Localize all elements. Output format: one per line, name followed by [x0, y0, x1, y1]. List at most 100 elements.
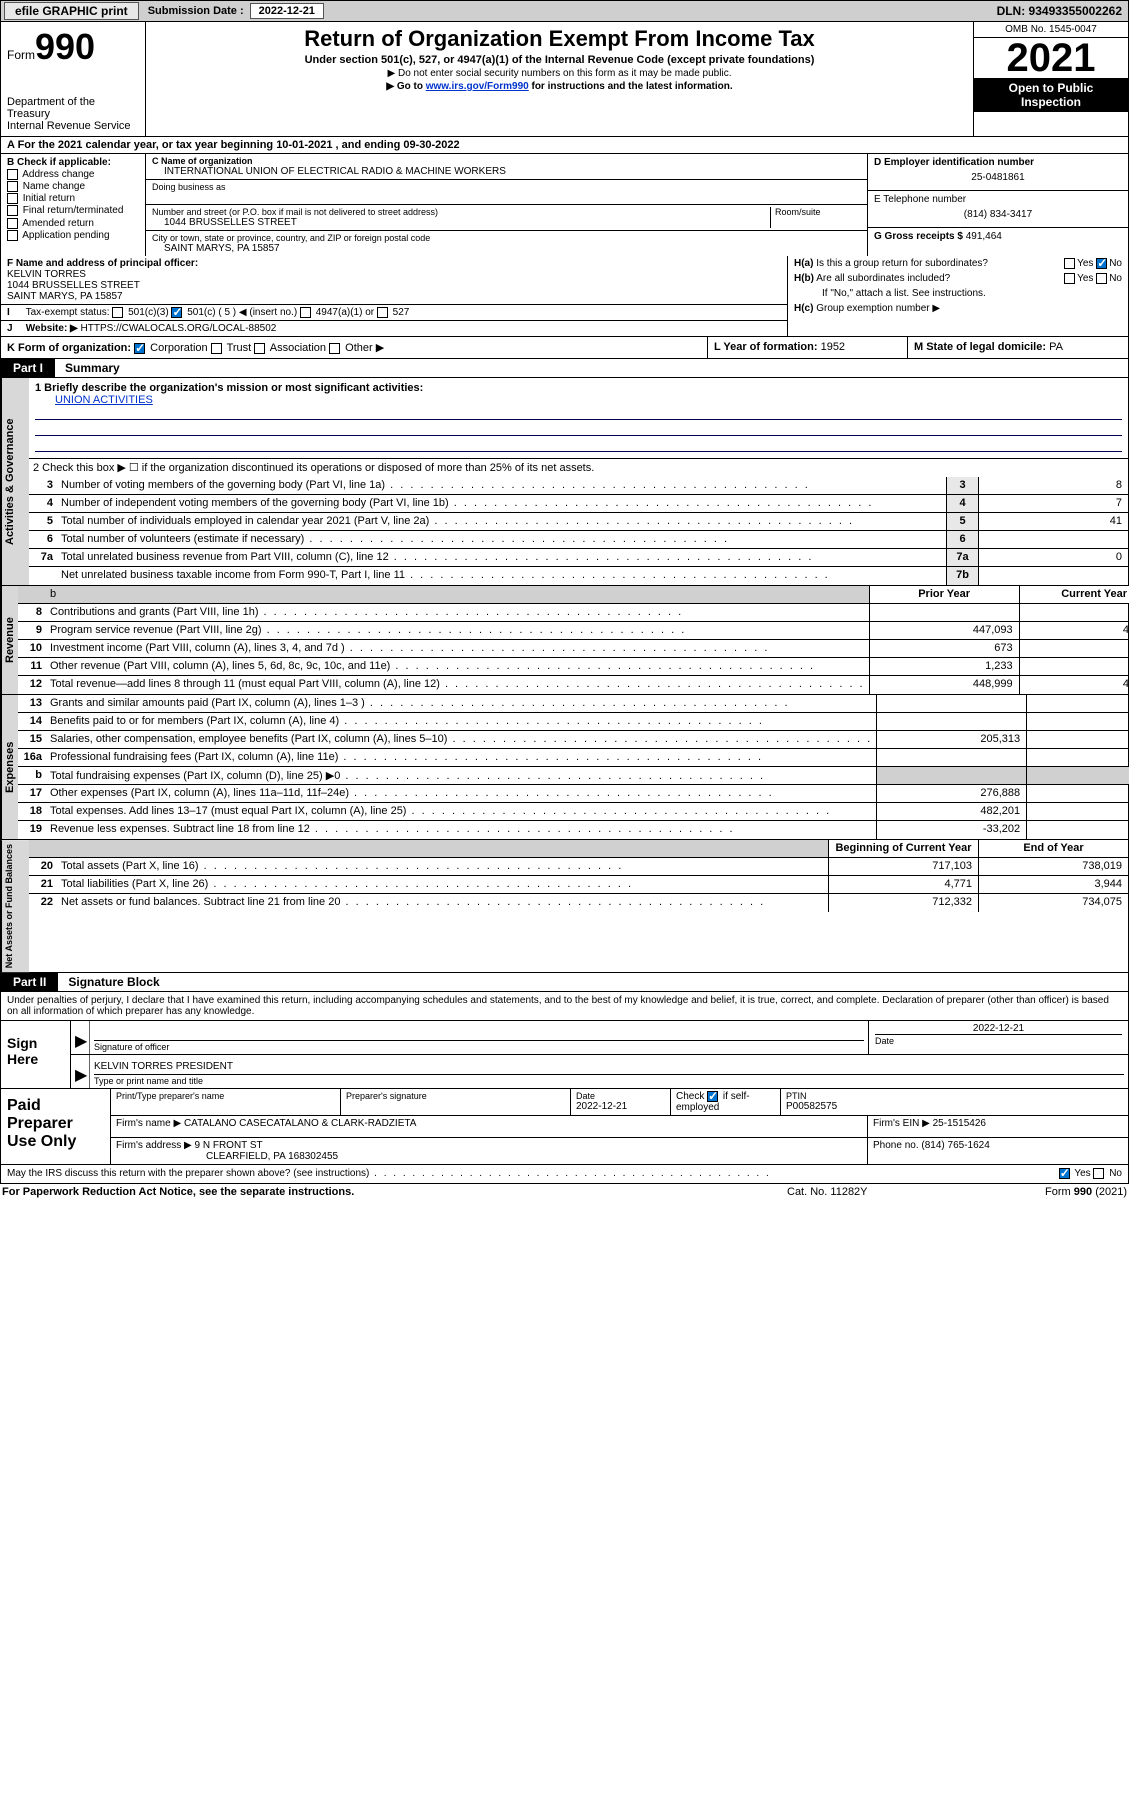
table-row: 16aProfessional fundraising fees (Part I…	[18, 749, 1129, 767]
discuss-no[interactable]	[1093, 1168, 1104, 1179]
chk-501c[interactable]	[171, 307, 182, 318]
table-row: 6Total number of volunteers (estimate if…	[29, 531, 1128, 549]
sig-name-value: KELVIN TORRES PRESIDENT	[94, 1057, 1124, 1075]
footer-mid: Cat. No. 11282Y	[787, 1186, 987, 1198]
ha-yes[interactable]	[1064, 258, 1075, 269]
ein-value: 25-0481861	[874, 168, 1122, 187]
table-row: 14Benefits paid to or for members (Part …	[18, 713, 1129, 731]
dln-number: DLN: 93493355002262	[997, 4, 1122, 18]
form-title: Return of Organization Exempt From Incom…	[152, 26, 967, 52]
table-row: 19Revenue less expenses. Subtract line 1…	[18, 821, 1129, 839]
section-governance: Activities & Governance 1 Briefly descri…	[0, 378, 1129, 586]
signature-intro: Under penalties of perjury, I declare th…	[0, 992, 1129, 1020]
firm-addr1: 9 N FRONT ST	[195, 1140, 263, 1151]
hb-yes[interactable]	[1064, 273, 1075, 284]
chk-initial-return[interactable]	[7, 193, 18, 204]
irs-link[interactable]: www.irs.gov/Form990	[426, 81, 529, 92]
chk-amended-return[interactable]	[7, 218, 18, 229]
sign-here-block: Sign Here ▶ Signature of officer 2022-12…	[0, 1020, 1129, 1089]
chk-application-pending[interactable]	[7, 230, 18, 241]
side-label-rev: Revenue	[1, 586, 18, 694]
form-number: 990	[35, 26, 95, 67]
table-row: 11Other revenue (Part VIII, column (A), …	[18, 658, 1129, 676]
submission-date: 2022-12-21	[250, 3, 324, 19]
chk-name-change[interactable]	[7, 181, 18, 192]
table-row: Net unrelated business taxable income fr…	[29, 567, 1128, 585]
table-row: 18Total expenses. Add lines 13–17 (must …	[18, 803, 1129, 821]
table-row: 15Salaries, other compensation, employee…	[18, 731, 1129, 749]
dba-label: Doing business as	[152, 182, 861, 192]
row-a-tax-year: A For the 2021 calendar year, or tax yea…	[0, 137, 1129, 154]
table-row: 4Number of independent voting members of…	[29, 495, 1128, 513]
row-ha: H(a) Is this a group return for subordin…	[788, 256, 1128, 271]
gross-receipts-value: 491,464	[966, 231, 1002, 242]
phone-value: (814) 834-3417	[874, 205, 1122, 224]
sign-here-label: Sign Here	[1, 1021, 71, 1088]
col-current-year: Current Year	[1019, 586, 1129, 603]
website-url[interactable]: HTTPS://CWALOCALS.ORG/LOCAL-88502	[81, 323, 277, 334]
chk-501c3[interactable]	[112, 307, 123, 318]
chk-527[interactable]	[377, 307, 388, 318]
form-note-link: ▶ Go to www.irs.gov/Form990 for instruct…	[152, 81, 967, 92]
table-row: 3Number of voting members of the governi…	[29, 477, 1128, 495]
section-net-assets: Net Assets or Fund Balances Beginning of…	[0, 840, 1129, 973]
chk-corp[interactable]	[134, 343, 145, 354]
chk-self-employed[interactable]	[707, 1091, 718, 1102]
phone-label: E Telephone number	[874, 194, 1122, 205]
chk-other[interactable]	[329, 343, 340, 354]
block-identity: B Check if applicable: Address change Na…	[0, 154, 1129, 256]
ha-no[interactable]	[1096, 258, 1107, 269]
sig-name-label: Type or print name and title	[94, 1075, 1124, 1086]
discuss-row: May the IRS discuss this return with the…	[0, 1165, 1129, 1183]
table-row: 17Other expenses (Part IX, column (A), l…	[18, 785, 1129, 803]
firm-name: CATALANO CASECATALANO & CLARK-RADZIETA	[184, 1118, 416, 1129]
table-row: 7aTotal unrelated business revenue from …	[29, 549, 1128, 567]
chk-trust[interactable]	[211, 343, 222, 354]
col-b-checkboxes: B Check if applicable: Address change Na…	[1, 154, 146, 256]
state-domicile: PA	[1049, 341, 1063, 353]
arrow-icon: ▶	[71, 1021, 89, 1054]
irs-label: Internal Revenue Service	[7, 120, 139, 132]
mission-value: UNION ACTIVITIES	[35, 394, 1122, 406]
paid-preparer-label: Paid Preparer Use Only	[1, 1089, 111, 1164]
prep-date: 2022-12-21	[576, 1101, 665, 1112]
firm-addr2: CLEARFIELD, PA 168302455	[116, 1151, 338, 1162]
chk-final-return-terminated[interactable]	[7, 205, 18, 216]
col-prior-year: Prior Year	[869, 586, 1019, 603]
dept-treasury: Department of the Treasury	[7, 96, 139, 120]
block-officer-status: F Name and address of principal officer:…	[0, 256, 1129, 337]
efile-print-button[interactable]: efile GRAPHIC print	[4, 2, 139, 20]
table-row: 13Grants and similar amounts paid (Part …	[18, 695, 1129, 713]
arrow-icon: ▶	[71, 1055, 89, 1088]
officer-name: KELVIN TORRES	[7, 269, 86, 280]
addr-label: Number and street (or P.O. box if mail i…	[152, 207, 766, 217]
paid-preparer-block: Paid Preparer Use Only Print/Type prepar…	[0, 1089, 1129, 1165]
row-klm: K Form of organization: Corporation Trus…	[0, 337, 1129, 359]
room-label: Room/suite	[775, 207, 861, 217]
submission-label: Submission Date :	[148, 5, 244, 17]
table-row: 8Contributions and grants (Part VIII, li…	[18, 604, 1129, 622]
side-label-gov: Activities & Governance	[1, 378, 29, 585]
footer-right: Form 990 (2021)	[987, 1186, 1127, 1198]
firm-phone: (814) 765-1624	[921, 1140, 989, 1151]
org-city: SAINT MARYS, PA 15857	[152, 243, 861, 254]
chk-4947[interactable]	[300, 307, 311, 318]
chk-assoc[interactable]	[254, 343, 265, 354]
line-2: 2 Check this box ▶ ☐ if the organization…	[29, 459, 1128, 477]
form-subtitle: Under section 501(c), 527, or 4947(a)(1)…	[152, 54, 967, 66]
row-hc: H(c) Group exemption number ▶	[788, 301, 1128, 316]
part2-header: Part II Signature Block	[0, 973, 1129, 992]
chk-address-change[interactable]	[7, 169, 18, 180]
hb-no[interactable]	[1096, 273, 1107, 284]
officer-label: F Name and address of principal officer:	[7, 258, 198, 269]
sig-date-value: 2022-12-21	[875, 1023, 1122, 1035]
row-j-website: J Website: ▶ HTTPS://CWALOCALS.ORG/LOCAL…	[1, 321, 787, 336]
discuss-yes[interactable]	[1059, 1168, 1070, 1179]
gross-receipts-label: G Gross receipts $	[874, 231, 963, 242]
org-name: INTERNATIONAL UNION OF ELECTRICAL RADIO …	[152, 166, 861, 177]
table-row: 20Total assets (Part X, line 16)717,1037…	[29, 858, 1128, 876]
tax-year: 2021	[974, 38, 1128, 78]
org-address: 1044 BRUSSELLES STREET	[152, 217, 766, 228]
sig-date-label: Date	[875, 1035, 1122, 1046]
col-boy: Beginning of Current Year	[828, 840, 978, 857]
